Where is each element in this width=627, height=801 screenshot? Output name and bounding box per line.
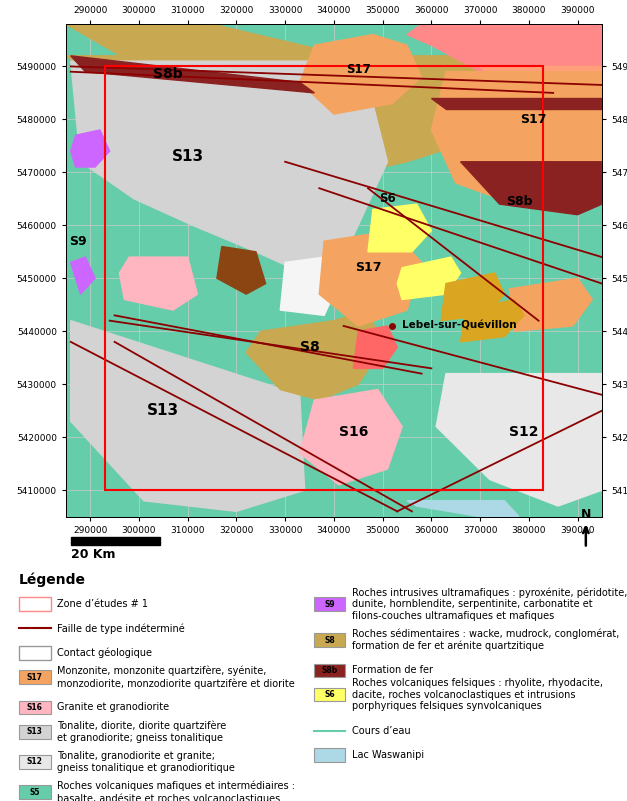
Text: Lebel-sur-Quévillon: Lebel-sur-Quévillon — [402, 321, 517, 331]
Bar — [19, 725, 51, 739]
Text: S9: S9 — [69, 235, 87, 248]
Polygon shape — [461, 300, 524, 342]
Bar — [19, 701, 51, 714]
Text: Contact géologique: Contact géologique — [56, 647, 152, 658]
Polygon shape — [217, 247, 266, 294]
Bar — [314, 634, 345, 646]
Text: S12: S12 — [509, 425, 539, 439]
Text: Roches volcaniques mafiques et intermédiaires :
basalte, andésite et roches volc: Roches volcaniques mafiques et intermédi… — [56, 781, 295, 801]
Text: S13: S13 — [26, 727, 43, 736]
Text: S16: S16 — [339, 425, 368, 439]
Polygon shape — [71, 61, 387, 278]
Text: Formation de fer: Formation de fer — [352, 666, 433, 675]
Polygon shape — [280, 257, 339, 316]
Polygon shape — [509, 278, 592, 332]
Polygon shape — [431, 99, 602, 109]
Polygon shape — [66, 56, 602, 178]
Polygon shape — [480, 66, 602, 135]
Text: 20 Km: 20 Km — [71, 548, 116, 561]
Text: Granite et granodiorite: Granite et granodiorite — [56, 702, 169, 712]
Polygon shape — [436, 373, 602, 506]
Polygon shape — [120, 257, 198, 310]
Text: S8: S8 — [300, 340, 319, 354]
Text: S17: S17 — [26, 673, 43, 682]
Text: Tonalite, diorite, diorite quartzifère
et granodiorite; gneiss tonalitique: Tonalite, diorite, diorite quartzifère e… — [56, 721, 226, 743]
Text: S13: S13 — [172, 149, 204, 164]
Polygon shape — [71, 130, 110, 167]
Bar — [314, 663, 345, 677]
Text: S17: S17 — [355, 261, 381, 274]
Text: S9: S9 — [324, 599, 335, 609]
Text: Monzonite, monzonite quartzifère, syénite,
monzodiorite, monzodiorite quartzifèr: Monzonite, monzonite quartzifère, syénit… — [56, 666, 295, 689]
Bar — [19, 646, 51, 659]
Polygon shape — [66, 24, 373, 99]
Polygon shape — [71, 56, 314, 93]
Text: Zone d’études # 1: Zone d’études # 1 — [56, 599, 147, 609]
Polygon shape — [398, 257, 461, 300]
Polygon shape — [300, 34, 421, 114]
Bar — [71, 537, 160, 545]
Text: S8: S8 — [324, 635, 335, 645]
Text: Tonalite, granodiorite et granite;
gneiss tonalitique et granodioritique: Tonalite, granodiorite et granite; gneis… — [56, 751, 234, 773]
Polygon shape — [461, 162, 602, 215]
Text: Cours d’eau: Cours d’eau — [352, 726, 410, 735]
Text: Légende: Légende — [19, 573, 85, 587]
Text: S17: S17 — [520, 113, 547, 126]
Text: Faille de type indéterminé: Faille de type indéterminé — [56, 623, 184, 634]
Polygon shape — [407, 24, 602, 87]
Polygon shape — [431, 72, 602, 199]
Text: S6: S6 — [324, 690, 335, 699]
Text: S8b: S8b — [506, 195, 532, 208]
Text: Roches volcaniques felsiques : rhyolite, rhyodacite,
dacite, roches volcanoclast: Roches volcaniques felsiques : rhyolite,… — [352, 678, 603, 711]
Polygon shape — [407, 501, 519, 517]
Text: S8b: S8b — [154, 67, 183, 82]
Polygon shape — [71, 320, 305, 511]
Text: Roches sédimentaires : wacke, mudrock, conglomérat,
formation de fer et arénite : Roches sédimentaires : wacke, mudrock, c… — [352, 629, 619, 651]
Bar — [105, 66, 544, 490]
Bar — [314, 748, 345, 762]
Bar — [19, 670, 51, 684]
Polygon shape — [319, 231, 421, 326]
Polygon shape — [368, 204, 431, 252]
Text: S6: S6 — [379, 192, 396, 205]
Polygon shape — [246, 310, 382, 400]
Text: Lac Waswanipi: Lac Waswanipi — [352, 750, 424, 760]
Bar — [314, 598, 345, 611]
Text: Roches intrusives ultramafiques : pyroxénite, péridotite,
dunite, hornblendite, : Roches intrusives ultramafiques : pyroxé… — [352, 587, 627, 621]
Text: N: N — [581, 508, 591, 521]
Text: S16: S16 — [26, 703, 43, 712]
Text: S13: S13 — [147, 403, 179, 418]
Polygon shape — [354, 326, 398, 368]
Bar — [314, 688, 345, 702]
Polygon shape — [441, 273, 505, 320]
Text: S5: S5 — [29, 787, 40, 797]
Bar — [19, 598, 51, 611]
Text: S17: S17 — [346, 62, 371, 75]
Text: S8b: S8b — [322, 666, 337, 674]
Text: S12: S12 — [26, 758, 43, 767]
Bar — [19, 755, 51, 769]
Polygon shape — [71, 257, 95, 294]
Polygon shape — [300, 389, 402, 485]
Bar — [19, 786, 51, 799]
